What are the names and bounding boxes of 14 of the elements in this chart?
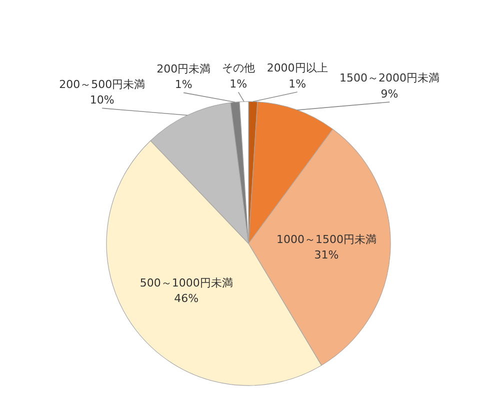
data-label: 10% xyxy=(90,94,114,107)
slice-label: その他 xyxy=(222,62,255,75)
slice-label: 200円未満 xyxy=(156,62,211,76)
data-label: 1% xyxy=(288,77,306,90)
slice-label: 1500～2000円未満 xyxy=(340,72,440,85)
data-label: 31% xyxy=(314,248,339,262)
data-label: 9% xyxy=(380,87,398,100)
slice-label: 500～1000円未満 xyxy=(140,276,233,290)
data-label: 1% xyxy=(230,77,248,90)
slice-label: 2000円以上 xyxy=(266,62,328,75)
slice-label: 200～500円未満 xyxy=(59,78,146,91)
slice-label: 1000～1500円未満 xyxy=(276,232,377,246)
data-label: 46% xyxy=(174,292,199,306)
data-label: 1% xyxy=(174,78,192,91)
